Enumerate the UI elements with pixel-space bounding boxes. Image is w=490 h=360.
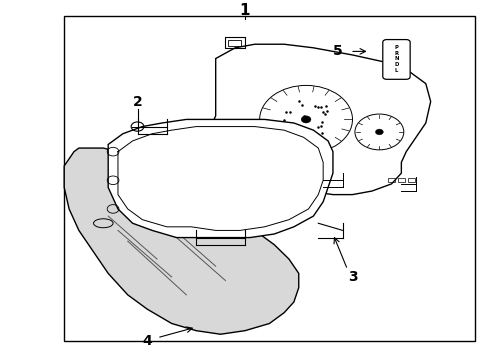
Polygon shape [64, 148, 299, 334]
Text: R: R [394, 51, 398, 56]
Bar [228, 40, 241, 46]
FancyBboxPatch shape [383, 40, 410, 79]
Text: 1: 1 [240, 3, 250, 18]
Text: 3: 3 [348, 270, 357, 284]
Circle shape [301, 116, 311, 123]
Text: D: D [394, 62, 399, 67]
Polygon shape [108, 120, 333, 238]
Polygon shape [206, 44, 431, 195]
Text: L: L [395, 68, 398, 73]
Bar [64, 15, 475, 341]
Bar [408, 178, 415, 182]
Text: N: N [394, 57, 399, 62]
Circle shape [375, 129, 383, 135]
Text: 4: 4 [143, 334, 152, 348]
Bar [398, 178, 405, 182]
Text: 5: 5 [333, 44, 343, 58]
Text: 2: 2 [133, 95, 143, 108]
Text: P: P [394, 45, 398, 50]
Bar [388, 178, 395, 182]
